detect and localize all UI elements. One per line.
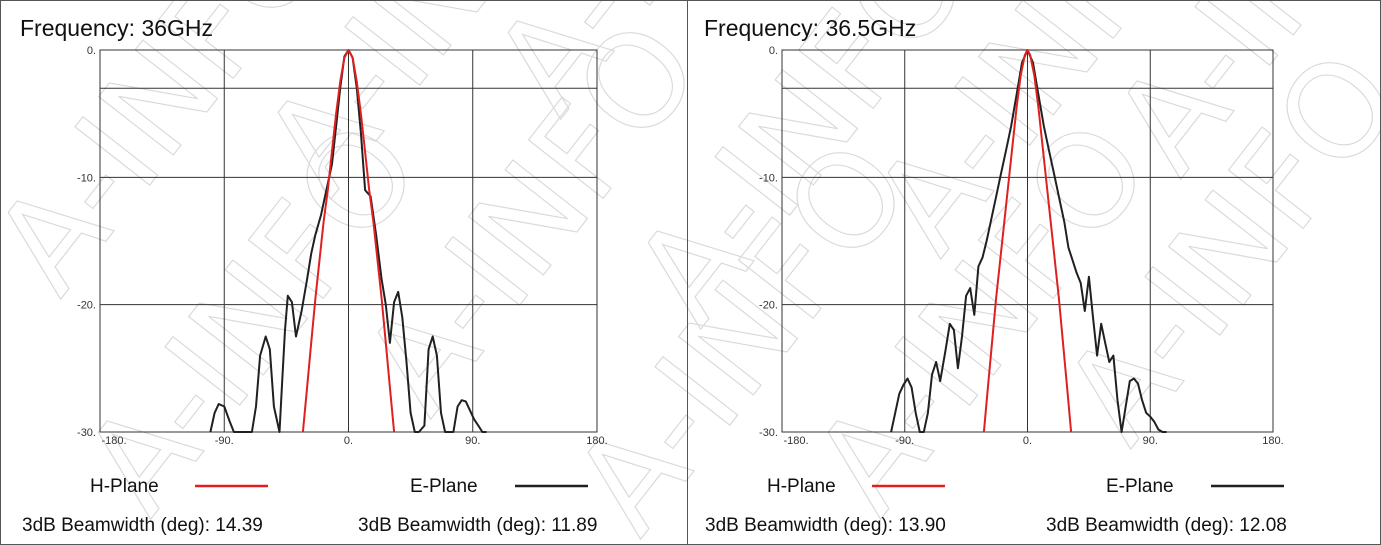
x-tick-label: -180. xyxy=(101,435,126,447)
x-tick-label: -90. xyxy=(215,435,234,447)
legend-label: E-Plane xyxy=(410,476,478,497)
beamwidth-readout: 3dB Beamwidth (deg): 12.08 xyxy=(1046,515,1287,536)
beamwidth-value: 14.39 xyxy=(210,515,263,536)
beamwidth-readout: 3dB Beamwidth (deg): 13.90 xyxy=(705,515,946,536)
x-tick-label: -180. xyxy=(783,435,808,447)
beamwidth-value: 13.90 xyxy=(893,515,946,536)
chart-panel-2: Frequency: 36.5GHz -180. -90. 0. 90. 180. 0. -1… xyxy=(704,15,1287,536)
y-tick-label: 0. xyxy=(87,45,96,57)
y-tick-label: 0. xyxy=(769,45,778,57)
x-tick-label: 90. xyxy=(1143,435,1158,447)
legend-label: H-Plane xyxy=(767,476,836,497)
beamwidth-label: 3dB Beamwidth (deg): xyxy=(22,515,210,536)
beamwidth-label: 3dB Beamwidth (deg): xyxy=(705,515,893,536)
x-tick-label: 180. xyxy=(586,435,607,447)
y-tick-label: -10. xyxy=(77,172,96,184)
h-plane-series-line xyxy=(301,49,396,433)
x-tick-label: 180. xyxy=(1262,435,1283,447)
beamwidth-label: 3dB Beamwidth (deg): xyxy=(1046,515,1234,536)
x-tick-label: 0. xyxy=(1023,435,1032,447)
beamwidth-readout: 3dB Beamwidth (deg): 11.89 xyxy=(358,515,597,536)
y-tick-label: -30. xyxy=(759,427,778,439)
chart-title: Frequency: 36.5GHz xyxy=(704,15,916,41)
beamwidth-value: 11.89 xyxy=(546,515,597,536)
y-tick-label: -20. xyxy=(759,300,778,312)
legend-label: H-Plane xyxy=(90,476,159,497)
beamwidth-label: 3dB Beamwidth (deg): xyxy=(358,515,546,536)
beamwidth-readout: 3dB Beamwidth (deg): 14.39 xyxy=(22,515,263,536)
beamwidth-value: 12.08 xyxy=(1234,515,1287,536)
chart-panel-1: Frequency: 36GHz -180. -90. 0. 90. 180. 0. -10.… xyxy=(20,15,608,536)
y-tick-label: -20. xyxy=(77,300,96,312)
y-tick-label: -30. xyxy=(77,427,96,439)
h-plane-series-line xyxy=(982,49,1073,433)
y-tick-label: -10. xyxy=(759,172,778,184)
legend-label: E-Plane xyxy=(1106,476,1174,497)
x-tick-label: 90. xyxy=(465,435,480,447)
x-tick-label: -90. xyxy=(895,435,914,447)
chart-title: Frequency: 36GHz xyxy=(20,15,213,41)
x-tick-label: 0. xyxy=(344,435,353,447)
